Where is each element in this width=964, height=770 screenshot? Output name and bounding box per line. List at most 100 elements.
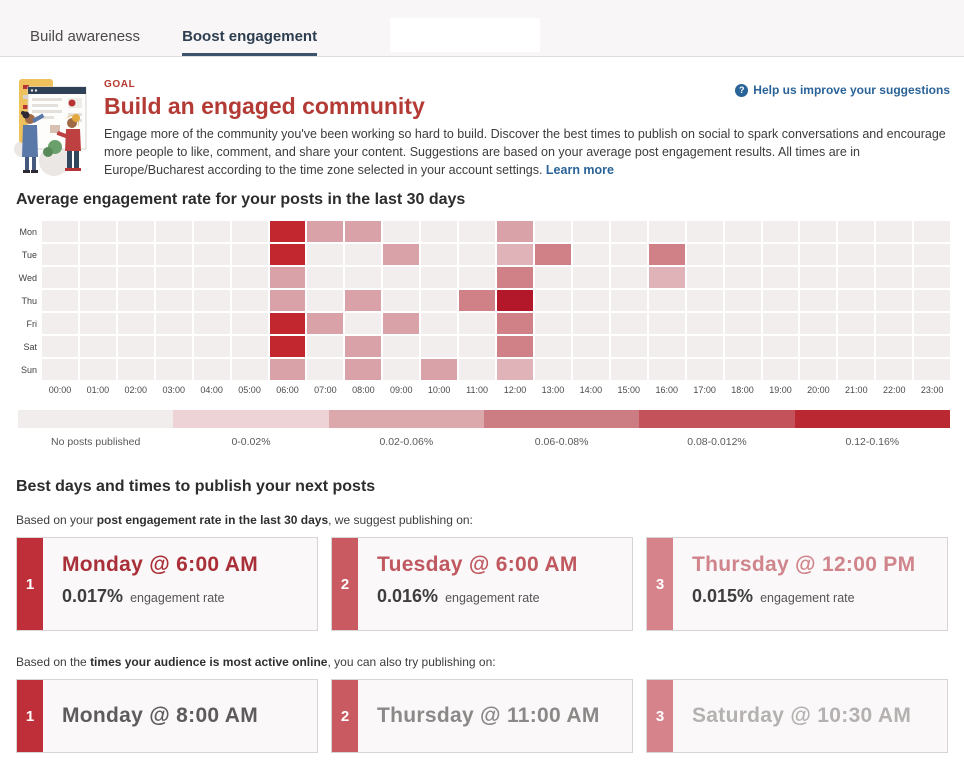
suggestion-card-rank-3: 3 Saturday @ 10:30 AM	[646, 679, 948, 754]
heatmap-cell-tue-07:00	[307, 244, 344, 266]
audience-intro-text: Based on the times your audience is most…	[16, 655, 496, 670]
heatmap-cell-wed-02:00	[117, 267, 154, 289]
best-times-section: Best days and times to publish your next…	[0, 478, 964, 754]
heatmap-cell-tue-21:00	[838, 244, 875, 266]
hour-label-06:00: 06:00	[276, 385, 299, 396]
heatmap-cell-tue-17:00	[686, 244, 723, 266]
card-body: Monday @ 6:00 AM 0.017% engagement rate	[43, 538, 258, 630]
heatmap-hour-axis: 00:00 01:00 02:00 03:00 04:00 05:00 06:00 07:00…	[42, 385, 950, 395]
heatmap-cell-sun-03:00	[155, 359, 192, 381]
help-improve-suggestions-link[interactable]: ? Help us improve your suggestions	[735, 83, 950, 97]
heatmap-cell-fri-09:00	[383, 313, 420, 335]
heatmap-cell-wed-07:00	[307, 267, 344, 289]
heatmap-cell-thu-00:00	[42, 290, 78, 312]
hour-label-14:00: 14:00	[579, 385, 603, 396]
best-times-heading: Best days and times to publish your next…	[16, 478, 376, 496]
legend-segment-2	[328, 410, 484, 429]
heatmap-cell-fri-22:00	[876, 313, 913, 335]
heatmap-cell-thu-12:00	[497, 290, 533, 312]
heatmap-cell-sun-08:00	[345, 359, 382, 381]
learn-more-link[interactable]: Learn more	[545, 162, 615, 177]
card-day-time: Monday @ 8:00 AM	[62, 704, 259, 728]
heatmap-cell-mon-00:00	[42, 221, 78, 243]
heatmap-cell-tue-04:00	[193, 244, 230, 266]
rank-badge: 3	[647, 680, 673, 753]
card-body: Monday @ 8:00 AM	[43, 680, 258, 752]
heatmap-cell-sat-06:00	[269, 336, 306, 358]
heatmap-cell-wed-08:00	[345, 267, 382, 289]
heatmap-cell-thu-01:00	[79, 290, 116, 312]
heatmap-cell-sat-19:00	[762, 336, 799, 358]
heatmap-cell-tue-01:00	[79, 244, 116, 266]
heatmap-cell-tue-18:00	[724, 244, 761, 266]
heatmap-cell-mon-18:00	[724, 221, 761, 243]
heatmap-cell-mon-04:00	[193, 221, 230, 243]
heatmap-cell-mon-06:00	[269, 221, 306, 243]
heatmap-cell-fri-07:00	[307, 313, 344, 335]
heatmap-cell-sun-17:00	[686, 359, 723, 381]
heatmap-cell-sat-07:00	[307, 336, 344, 358]
suggestion-card-rank-2: 2 Thursday @ 11:00 AM	[331, 679, 633, 754]
heatmap-cell-mon-08:00	[345, 221, 382, 243]
heatmap-cell-sat-02:00	[117, 336, 154, 358]
hour-label-08:00: 08:00	[352, 385, 375, 396]
card-day-time: Thursday @ 12:00 PM	[692, 553, 916, 577]
heatmap-cell-sun-19:00	[762, 359, 799, 381]
heatmap-cells-wed	[42, 267, 951, 289]
heatmap-cell-thu-10:00	[421, 290, 458, 312]
heatmap-cell-sun-20:00	[800, 359, 837, 381]
heatmap-cells-fri	[42, 313, 951, 335]
heatmap-cell-mon-11:00	[459, 221, 496, 243]
hour-label-03:00: 03:00	[162, 385, 185, 396]
heatmap-cell-sat-14:00	[572, 336, 609, 358]
tab-boost-engagement[interactable]: Boost engagement	[182, 28, 318, 56]
suggestion-card-rank-2: 2 Tuesday @ 6:00 AM 0.016% engagement rate	[331, 537, 633, 632]
heatmap-cell-tue-12:00	[497, 244, 533, 266]
heatmap-cell-wed-11:00	[459, 267, 496, 289]
heatmap-cell-thu-04:00	[193, 290, 230, 312]
heatmap-cell-fri-10:00	[421, 313, 458, 335]
heatmap-cell-sun-21:00	[838, 359, 875, 381]
heatmap-cell-fri-15:00	[610, 313, 647, 335]
heatmap-cell-mon-10:00	[421, 221, 458, 243]
heatmap-cell-sat-01:00	[79, 336, 116, 358]
heatmap-cell-sat-00:00	[42, 336, 78, 358]
heatmap-cell-wed-15:00	[610, 267, 647, 289]
heatmap-cell-wed-20:00	[800, 267, 837, 289]
tab-build-awareness[interactable]: Build awareness	[30, 28, 141, 45]
heatmap-cells-tue	[42, 244, 951, 266]
heatmap-cell-thu-15:00	[610, 290, 647, 312]
heatmap-cell-sun-05:00	[231, 359, 268, 381]
engagement-suggestion-cards: 1 Monday @ 6:00 AM 0.017% engagement rate 2 T…	[16, 537, 948, 632]
hour-label-19:00: 19:00	[769, 385, 792, 396]
day-label-thu: Thu	[21, 295, 37, 306]
heatmap-cell-sun-06:00	[269, 359, 306, 381]
heatmap-cell-wed-13:00	[534, 267, 571, 289]
heatmap-cell-sat-18:00	[724, 336, 761, 358]
heatmap-cell-wed-06:00	[269, 267, 306, 289]
redacted-area	[390, 18, 540, 52]
heatmap-cell-thu-13:00	[534, 290, 571, 312]
heatmap-cell-sun-11:00	[459, 359, 496, 381]
heatmap-cell-tue-09:00	[383, 244, 420, 266]
heatmap-cell-mon-16:00	[648, 221, 685, 243]
legend-label-5: 0.12-0.16%	[845, 436, 900, 449]
heatmap-cell-sun-23:00	[914, 359, 951, 381]
heatmap-cell-mon-19:00	[762, 221, 799, 243]
heatmap-row-fri: Fri	[16, 313, 951, 335]
heatmap-cell-tue-16:00	[648, 244, 685, 266]
heatmap-cell-thu-22:00	[876, 290, 913, 312]
heatmap-cell-mon-07:00	[307, 221, 344, 243]
heatmap-cell-tue-20:00	[800, 244, 837, 266]
heatmap-cell-sat-22:00	[876, 336, 913, 358]
heatmap-cells-sat	[42, 336, 951, 358]
heatmap-cell-mon-15:00	[610, 221, 647, 243]
legend-label-4: 0.08-0.012%	[687, 436, 747, 449]
heatmap-cell-sun-09:00	[383, 359, 420, 381]
hour-label-02:00: 02:00	[124, 385, 148, 396]
engagement-intro-text: Based on your post engagement rate in th…	[16, 513, 473, 528]
heatmap-cell-fri-12:00	[497, 313, 533, 335]
heatmap-cell-thu-17:00	[686, 290, 723, 312]
heatmap-cell-fri-06:00	[269, 313, 306, 335]
heatmap-cell-fri-17:00	[686, 313, 723, 335]
